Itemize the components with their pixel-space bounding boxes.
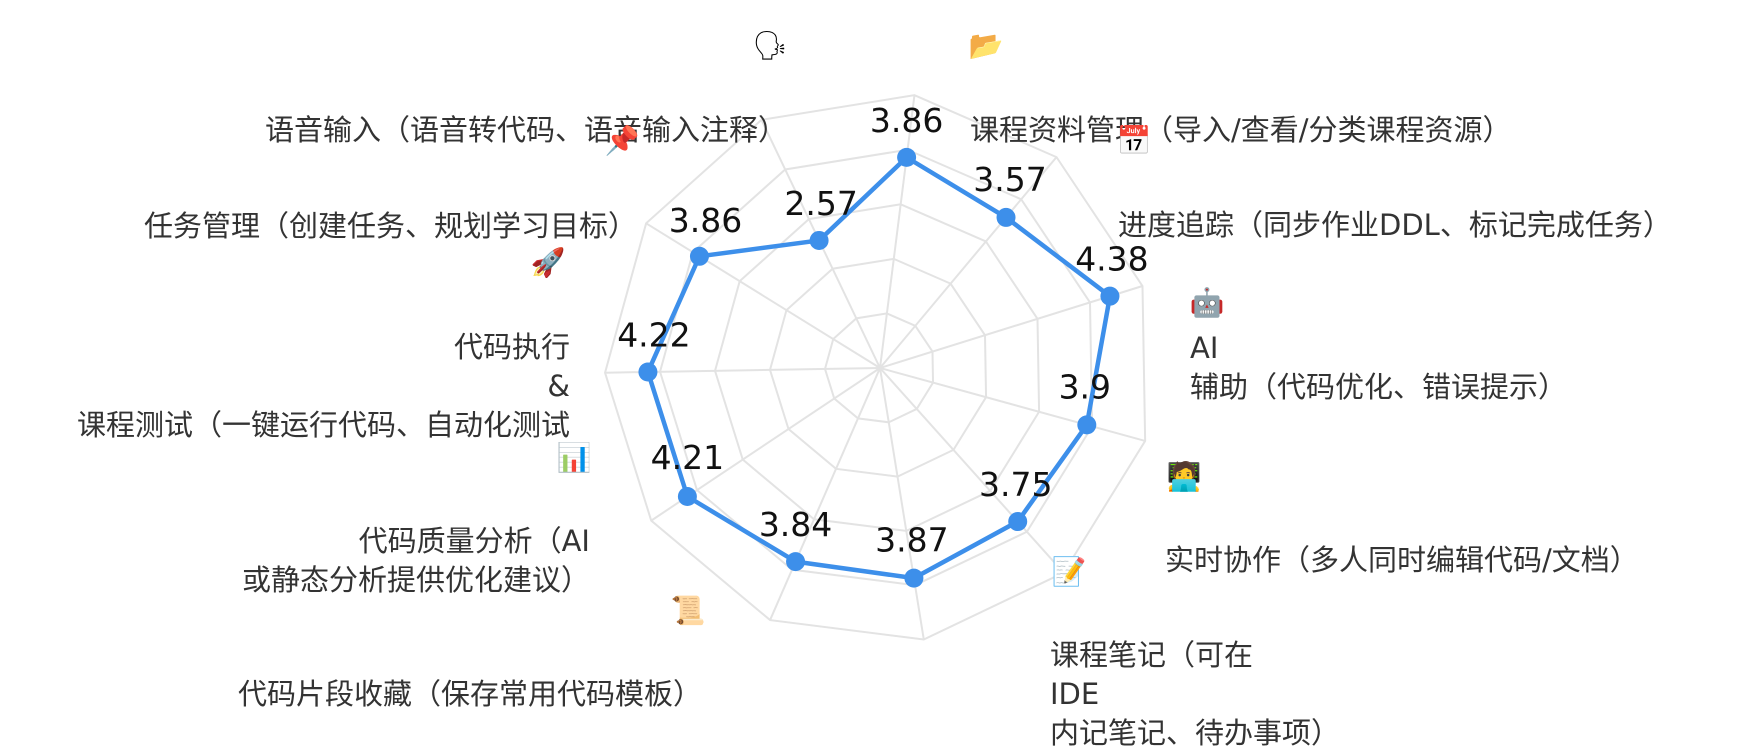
data-point bbox=[677, 487, 697, 507]
data-point bbox=[809, 230, 829, 250]
value-label: 3.87 bbox=[875, 521, 948, 560]
data-point bbox=[996, 207, 1016, 227]
axis-label-task-management: 任务管理（创建任务、规划学习目标） bbox=[143, 209, 637, 243]
value-label: 4.21 bbox=[651, 438, 724, 477]
data-point bbox=[897, 147, 917, 167]
value-label: 3.9 bbox=[1059, 367, 1111, 406]
data-point bbox=[1077, 415, 1097, 435]
grid-spoke bbox=[879, 156, 1058, 369]
grid-ring bbox=[768, 257, 988, 478]
grid-spoke bbox=[879, 367, 1065, 574]
technologist-icon: 🧑‍💻 bbox=[1166, 460, 1202, 493]
grid-ring bbox=[823, 312, 935, 424]
speaking-head-icon: 🗣 bbox=[752, 29, 788, 62]
grid-spoke bbox=[879, 95, 916, 369]
memo-icon: 📝 bbox=[1051, 555, 1087, 588]
axis-label-code-snippets: 代码片段收藏（保存常用代码模板） bbox=[237, 677, 702, 711]
grid-spoke bbox=[879, 367, 925, 640]
grid-ring bbox=[603, 94, 1147, 641]
data-point bbox=[904, 568, 924, 588]
axis-label-voice-input: 语音输入（语音转代码、语音输入注释） bbox=[264, 113, 787, 147]
value-label: 2.57 bbox=[784, 184, 857, 223]
data-point bbox=[1008, 512, 1028, 532]
axis-label-course-materials: 课程资料管理（导入/查看/分类课程资源） bbox=[970, 113, 1512, 147]
axis-label-code-execution: 代码执行 & 课程测试（一键运行代码、自动化测试 bbox=[76, 330, 570, 442]
radar-series-layer bbox=[638, 147, 1120, 588]
grid-ring bbox=[713, 203, 1041, 532]
scroll-icon: 📜 bbox=[670, 594, 706, 627]
value-label: 3.75 bbox=[979, 465, 1052, 504]
value-label: 3.86 bbox=[870, 101, 943, 140]
data-point bbox=[689, 246, 709, 266]
grid-spoke bbox=[879, 285, 1143, 369]
rocket-icon: 🚀 bbox=[530, 246, 566, 279]
grid-spoke bbox=[769, 367, 881, 621]
axis-label-progress-tracking: 进度追踪（同步作业DDL、标记完成任务） bbox=[1118, 208, 1672, 242]
axis-label-code-quality: 代码质量分析（AI 或静态分析提供优化建议） bbox=[241, 524, 590, 597]
pushpin-icon: 📌 bbox=[604, 124, 640, 157]
axis-label-ai-assist: AI 辅助（代码优化、错误提示） bbox=[1190, 331, 1568, 404]
data-point bbox=[786, 552, 806, 572]
value-label: 4.22 bbox=[617, 315, 690, 354]
axis-label-realtime-collab: 实时协作（多人同时编辑代码/文档） bbox=[1165, 543, 1639, 577]
file-folder-icon: 📂 bbox=[968, 29, 1004, 62]
robot-icon: 🤖 bbox=[1189, 286, 1225, 319]
value-label: 3.57 bbox=[973, 160, 1046, 199]
value-label: 3.84 bbox=[759, 505, 832, 544]
value-label-layer: 3.86 3.57 4.38 3.9 3.75 3.87 3.84 4.21 4.22 3.86 2… bbox=[617, 101, 1148, 560]
grid-spoke bbox=[645, 222, 881, 369]
value-label: 4.38 bbox=[1075, 240, 1148, 279]
calendar-icon: 📅 bbox=[1116, 124, 1152, 157]
series-line bbox=[645, 155, 1113, 581]
bar-chart-icon: 📊 bbox=[556, 441, 592, 474]
grid-spoke bbox=[879, 367, 1146, 442]
data-point bbox=[1100, 286, 1120, 306]
axis-label-course-notes: 课程笔记（可在 IDE 内记笔记、待办事项） bbox=[1050, 638, 1341, 750]
data-point bbox=[638, 362, 658, 382]
grid-ring bbox=[658, 148, 1094, 587]
value-label: 3.86 bbox=[669, 201, 742, 240]
